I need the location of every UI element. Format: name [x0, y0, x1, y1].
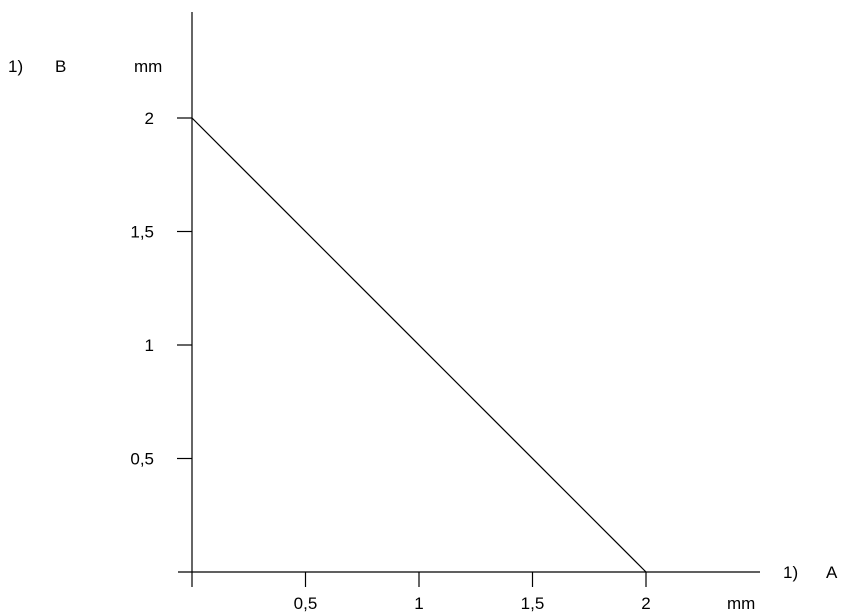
x-axis-footnote: 1) — [783, 563, 798, 582]
y-ticks: 0,5 1 1,5 2 — [130, 109, 192, 469]
x-ticks: 0,5 1 1,5 2 — [294, 572, 651, 613]
x-tick-label: 2 — [641, 594, 650, 613]
y-axis-footnote: 1) — [8, 57, 23, 76]
series-layer — [191, 117, 647, 573]
y-axis-unit: mm — [134, 57, 162, 76]
y-tick-label: 1 — [145, 336, 154, 355]
x-tick-label: 0,5 — [294, 594, 318, 613]
x-axis-label: A — [826, 563, 838, 582]
x-tick-label: 1,5 — [521, 594, 545, 613]
x-tick-label: 1 — [414, 594, 423, 613]
x-axis-unit: mm — [727, 594, 755, 613]
axis-labels: 1) B mm 1) A mm — [8, 57, 838, 613]
series-line — [191, 117, 647, 573]
y-tick-label: 1,5 — [130, 223, 154, 242]
y-axis-label: B — [55, 57, 66, 76]
y-tick-label: 2 — [145, 109, 154, 128]
axes — [178, 12, 760, 587]
y-tick-label: 0,5 — [130, 450, 154, 469]
